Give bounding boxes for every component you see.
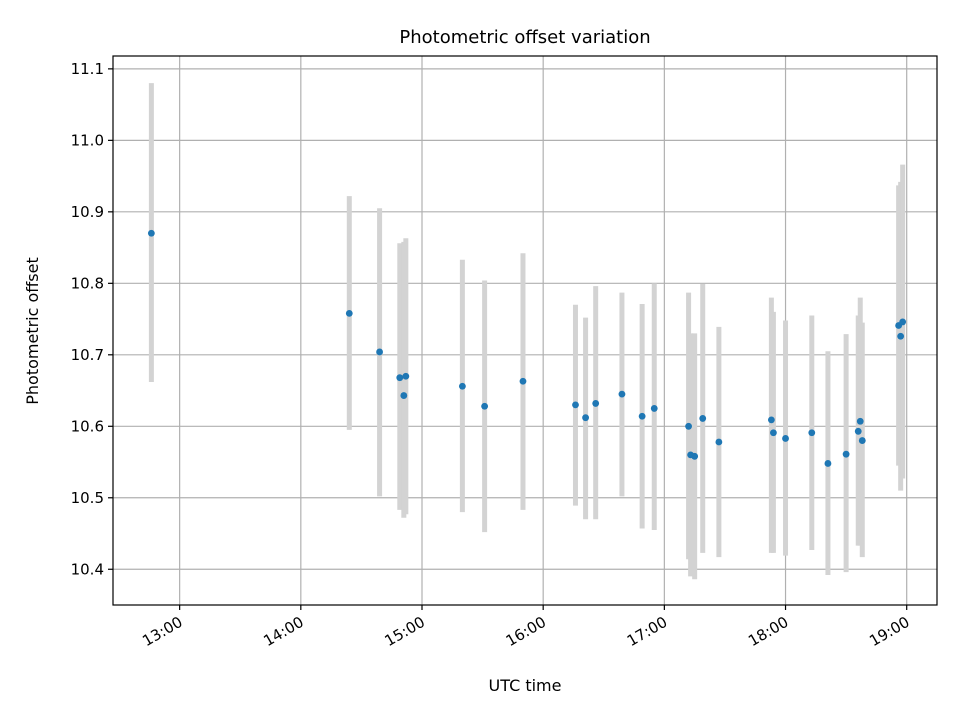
data-point <box>767 416 775 424</box>
y-tick-label: 11.0 <box>71 131 104 149</box>
y-tick-label: 10.9 <box>71 203 104 221</box>
data-point <box>691 452 699 460</box>
y-tick-label: 11.1 <box>71 60 104 78</box>
data-point <box>345 309 353 317</box>
y-tick-label: 10.5 <box>71 489 104 507</box>
y-axis-label: Photometric offset <box>23 257 42 405</box>
data-point <box>856 417 864 425</box>
data-point <box>458 382 466 390</box>
data-point <box>842 450 850 458</box>
y-tick-label: 10.4 <box>71 560 104 578</box>
data-point <box>699 415 707 422</box>
y-tick-label: 10.6 <box>71 417 104 435</box>
data-point <box>715 438 723 446</box>
x-tick-label: 17:00 <box>624 613 670 650</box>
data-point <box>376 348 383 356</box>
data-point <box>592 400 600 407</box>
data-point <box>638 412 646 420</box>
x-tick-label: 18:00 <box>745 613 791 650</box>
data-point <box>400 392 408 399</box>
y-tick-label: 10.8 <box>71 274 104 292</box>
data-point <box>481 402 489 410</box>
error-bars <box>148 83 906 580</box>
data-point <box>519 377 527 385</box>
data-point <box>618 390 626 398</box>
data-point <box>782 435 789 442</box>
data-point <box>650 405 658 412</box>
x-tick-label: 14:00 <box>260 613 306 650</box>
x-tick-label: 19:00 <box>866 613 912 650</box>
data-point <box>396 374 404 382</box>
data-point <box>897 332 905 340</box>
x-axis-label: UTC time <box>489 676 562 695</box>
data-point <box>770 429 777 437</box>
data-point <box>582 414 589 422</box>
data-points <box>147 229 907 467</box>
data-point <box>147 229 155 237</box>
data-point <box>854 427 862 435</box>
data-point <box>824 460 832 467</box>
data-point <box>572 401 579 409</box>
data-point <box>808 429 816 437</box>
data-point <box>402 372 410 380</box>
data-point <box>858 437 866 444</box>
data-point <box>899 318 907 326</box>
plot-frame <box>112 55 938 606</box>
chart-title: Photometric offset variation <box>399 27 650 48</box>
x-tick-label: 13:00 <box>139 613 185 650</box>
x-tick-label: 15:00 <box>382 613 428 650</box>
y-tick-label: 10.7 <box>71 346 104 364</box>
data-point <box>685 422 692 430</box>
x-tick-label: 16:00 <box>503 613 549 650</box>
